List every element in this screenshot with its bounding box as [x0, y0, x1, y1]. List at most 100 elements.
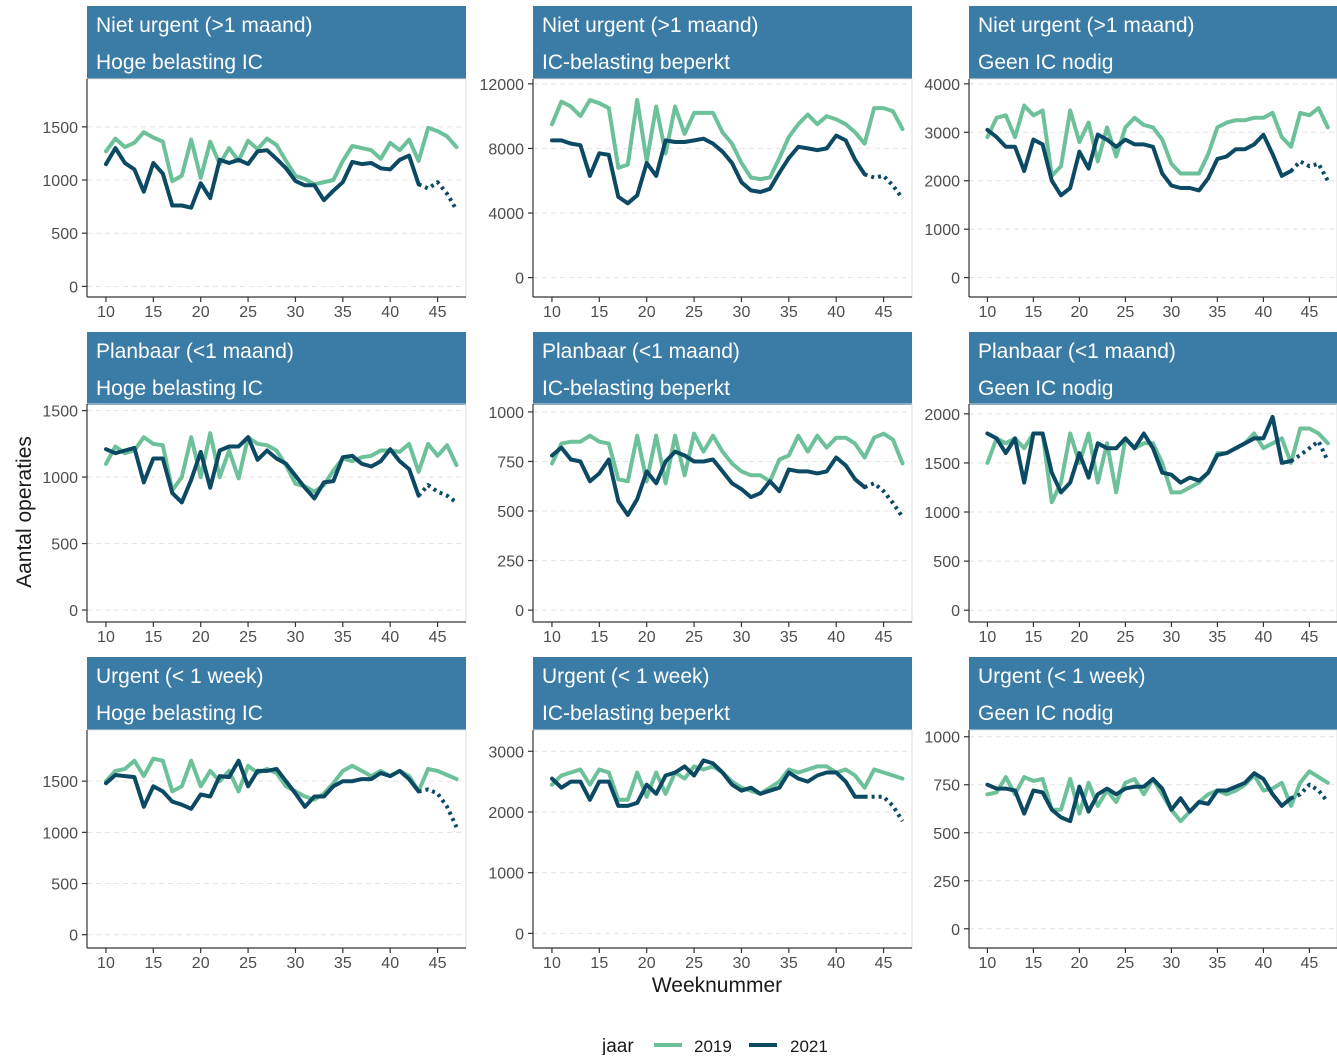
series-line-2021-projection — [1289, 159, 1330, 182]
panel-strip-title: Urgent (< 1 week) — [542, 665, 710, 688]
x-tick-label: 30 — [733, 304, 751, 321]
panel-strip — [87, 332, 466, 405]
x-tick-label: 30 — [287, 955, 305, 972]
panel-strip — [969, 657, 1337, 730]
y-tick-label: 0 — [515, 603, 524, 620]
panel-1: Niet urgent (>1 maand) Hoge belasting IC 0… — [42, 6, 467, 321]
x-tick-label: 10 — [97, 629, 115, 646]
y-tick-label: 500 — [51, 877, 78, 894]
x-tick-label: 35 — [780, 304, 798, 321]
y-tick-label: 3000 — [488, 744, 524, 761]
x-tick-label: 15 — [1025, 629, 1043, 646]
series-line-2021 — [550, 758, 867, 808]
x-tick-label: 15 — [1025, 304, 1043, 321]
panel-strip-title: Urgent (< 1 week) — [96, 665, 264, 688]
x-tick-label: 35 — [1209, 955, 1227, 972]
y-tick-label: 750 — [933, 778, 960, 795]
panel-strip-title: Niet urgent (>1 maand) — [96, 14, 313, 37]
series-line-2021-projection — [418, 787, 459, 829]
x-tick-label: 15 — [590, 304, 608, 321]
series-line-2021 — [104, 146, 421, 210]
y-tick-label: 500 — [51, 537, 78, 554]
y-tick-label: 8000 — [488, 141, 524, 158]
x-tick-label: 30 — [1163, 304, 1181, 321]
x-tick-label: 15 — [144, 629, 162, 646]
y-tick-label: 1000 — [42, 825, 78, 842]
panel-strip-subtitle: Hoge belasting IC — [96, 51, 263, 74]
x-tick-label: 20 — [192, 629, 210, 646]
x-tick-label: 30 — [733, 955, 751, 972]
x-tick-label: 15 — [590, 955, 608, 972]
x-tick-label: 35 — [334, 304, 352, 321]
y-tick-label: 500 — [497, 504, 524, 521]
y-tick-label: 750 — [497, 454, 524, 471]
x-tick-label: 35 — [334, 955, 352, 972]
y-tick-label: 2000 — [924, 174, 960, 191]
panel-strip-subtitle: IC-belasting beperkt — [542, 51, 730, 74]
x-tick-label: 20 — [192, 955, 210, 972]
x-tick-label: 10 — [97, 304, 115, 321]
x-tick-label: 10 — [543, 629, 561, 646]
series-line-2021 — [985, 771, 1293, 824]
panel-strip — [533, 6, 912, 79]
series-line-2019 — [550, 431, 905, 486]
y-axis-label: Aantal operaties — [13, 436, 36, 588]
x-tick-label: 35 — [1209, 629, 1227, 646]
x-tick-label: 40 — [1255, 304, 1273, 321]
panel-strip-title: Planbaar (<1 maand) — [542, 340, 740, 363]
series-line-2021-projection — [863, 172, 905, 200]
panel-strip-subtitle: Geen IC nodig — [978, 377, 1113, 400]
y-tick-label: 0 — [951, 603, 960, 620]
panel-6: Planbaar (<1 maand) Geen IC nodig 0 500 1000… — [924, 332, 1337, 646]
x-tick-label: 10 — [97, 955, 115, 972]
x-tick-label: 40 — [1255, 955, 1273, 972]
x-tick-label: 35 — [780, 629, 798, 646]
series-line-2019 — [985, 103, 1330, 178]
panel-9: Urgent (< 1 week) Geen IC nodig 0 250 500 750… — [924, 657, 1337, 972]
x-tick-label: 15 — [1025, 955, 1043, 972]
x-tick-label: 20 — [1071, 629, 1089, 646]
panel-strip-subtitle: Hoge belasting IC — [96, 377, 263, 400]
legend-label-2021: 2021 — [790, 1037, 828, 1055]
series-line-2021-projection — [864, 794, 905, 823]
x-tick-label: 30 — [733, 629, 751, 646]
x-tick-label: 30 — [287, 629, 305, 646]
x-tick-label: 45 — [1301, 304, 1319, 321]
y-tick-label: 1000 — [924, 730, 960, 747]
panel-3: Niet urgent (>1 maand) Geen IC nodig 0 1000… — [924, 6, 1337, 321]
y-tick-label: 1500 — [42, 404, 78, 421]
x-tick-label: 30 — [1163, 629, 1181, 646]
panel-strip — [533, 332, 912, 405]
y-tick-label: 0 — [951, 271, 960, 288]
x-tick-label: 10 — [979, 955, 997, 972]
x-tick-label: 40 — [381, 304, 399, 321]
panel-4: Planbaar (<1 maand) Hoge belasting IC 0 500… — [42, 332, 467, 646]
x-tick-label: 45 — [1301, 955, 1319, 972]
x-tick-label: 25 — [685, 629, 703, 646]
panel-strip-subtitle: IC-belasting beperkt — [542, 702, 730, 725]
x-tick-label: 10 — [543, 955, 561, 972]
x-tick-label: 15 — [144, 955, 162, 972]
x-tick-label: 45 — [875, 304, 893, 321]
x-tick-label: 45 — [1301, 629, 1319, 646]
x-tick-label: 20 — [638, 304, 656, 321]
x-tick-label: 40 — [827, 304, 845, 321]
y-tick-label: 0 — [951, 922, 960, 939]
x-tick-label: 25 — [1117, 955, 1135, 972]
x-tick-label: 25 — [685, 304, 703, 321]
series-line-2021 — [550, 445, 867, 517]
x-tick-label: 20 — [192, 304, 210, 321]
x-tick-label: 20 — [1071, 955, 1089, 972]
y-tick-label: 1500 — [42, 120, 78, 137]
panel-strip-title: Niet urgent (>1 maand) — [978, 14, 1195, 37]
series-line-2021-projection — [1289, 439, 1330, 463]
x-tick-label: 25 — [1117, 629, 1135, 646]
x-tick-label: 20 — [1071, 304, 1089, 321]
x-tick-label: 10 — [979, 629, 997, 646]
x-tick-label: 10 — [543, 304, 561, 321]
series-line-2021-projection — [1290, 782, 1330, 804]
y-tick-label: 0 — [515, 271, 524, 288]
y-tick-label: 500 — [51, 226, 78, 243]
y-tick-label: 4000 — [924, 77, 960, 94]
